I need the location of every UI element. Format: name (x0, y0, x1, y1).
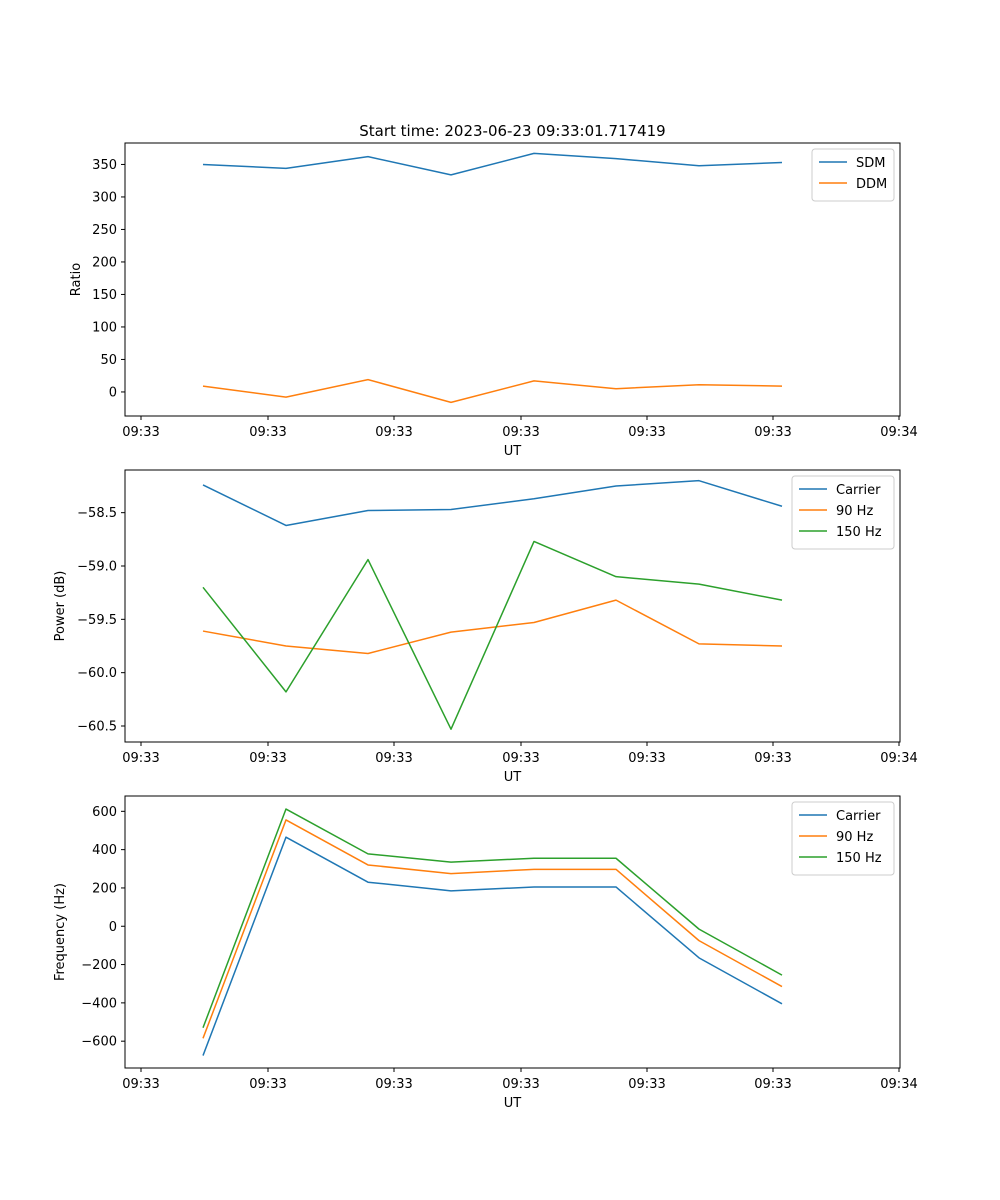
x-tick-label: 09:33 (122, 425, 159, 440)
series-line-150-hz (202, 540, 783, 730)
x-tick-label: 09:33 (754, 751, 791, 766)
y-tick-label: −600 (81, 1035, 117, 1050)
y-tick-label: 0 (109, 385, 117, 400)
series-line-90-hz (202, 819, 783, 1039)
legend-entry-label: 90 Hz (836, 504, 873, 519)
figure-title: Start time: 2023-06-23 09:33:01.717419 (359, 122, 665, 140)
series-line-150-hz (202, 808, 783, 1029)
x-tick-label: 09:33 (754, 425, 791, 440)
x-tick-label: 09:34 (880, 425, 917, 440)
y-tick-label: 250 (92, 223, 117, 238)
y-tick-label: 50 (100, 353, 117, 368)
x-tick-label: 09:33 (628, 425, 665, 440)
legend: Carrier 90 Hz 150 Hz (791, 801, 895, 876)
x-tick-label: 09:33 (249, 1077, 286, 1092)
x-axis-label: UT (504, 1096, 522, 1111)
chart-panel-2: 09:33 09:33 09:33 09:33 09:33 09:33 09:34 −60.5… (53, 469, 918, 785)
x-tick-label: 09:33 (375, 425, 412, 440)
x-tick-label: 09:33 (122, 751, 159, 766)
series-line-ddm (202, 378, 783, 404)
y-tick-label: −59.0 (77, 560, 117, 575)
axes-frame (124, 142, 901, 417)
plots-container: 09:33 09:33 09:33 09:33 09:33 09:33 09:34 0 50 10… (53, 142, 918, 1111)
y-tick-label: 100 (92, 320, 117, 335)
legend-entry-label: 150 Hz (836, 851, 882, 866)
legend-entry-label: SDM (856, 156, 885, 171)
y-tick-label: 200 (92, 255, 117, 270)
series-line-90-hz (202, 599, 783, 655)
series-line-carrier (202, 836, 783, 1056)
y-tick-label: 200 (92, 881, 117, 896)
legend: Carrier 90 Hz 150 Hz (791, 475, 895, 550)
y-axis-label: Ratio (69, 263, 84, 296)
x-tick-label: 09:33 (754, 1077, 791, 1092)
y-tick-label: 400 (92, 843, 117, 858)
x-tick-label: 09:33 (502, 1077, 539, 1092)
y-tick-label: 150 (92, 288, 117, 303)
y-tick-label: 600 (92, 805, 117, 820)
x-tick-label: 09:33 (502, 425, 539, 440)
series-line-sdm (202, 152, 783, 176)
legend-entry-label: 90 Hz (836, 830, 873, 845)
y-tick-label: −59.5 (77, 613, 117, 628)
chart-panel-1: 09:33 09:33 09:33 09:33 09:33 09:33 09:34 0 50 10… (69, 142, 918, 459)
axes-frame (124, 469, 901, 743)
y-tick-label: 300 (92, 190, 117, 205)
x-axis-label: UT (504, 770, 522, 785)
legend-entry-label: Carrier (836, 483, 881, 498)
legend-entry-label: Carrier (836, 809, 881, 824)
axes-frame (124, 795, 901, 1069)
x-tick-label: 09:33 (628, 751, 665, 766)
x-tick-label: 09:33 (502, 751, 539, 766)
legend-entry-label: 150 Hz (836, 525, 882, 540)
y-axis-label: Frequency (Hz) (53, 883, 68, 981)
series-line-carrier (202, 479, 783, 527)
legend-entry-label: DDM (856, 177, 887, 192)
y-tick-label: −60.0 (77, 666, 117, 681)
x-tick-label: 09:33 (249, 425, 286, 440)
x-tick-label: 09:34 (880, 751, 917, 766)
y-tick-label: 350 (92, 158, 117, 173)
x-tick-label: 09:33 (628, 1077, 665, 1092)
x-tick-label: 09:33 (249, 751, 286, 766)
x-tick-label: 09:33 (375, 1077, 412, 1092)
x-tick-label: 09:34 (880, 1077, 917, 1092)
legend: SDM DDM (811, 148, 895, 202)
y-tick-label: −200 (81, 958, 117, 973)
chart-panel-3: 09:33 09:33 09:33 09:33 09:33 09:33 09:34 −600 −… (53, 795, 918, 1111)
y-tick-label: −400 (81, 996, 117, 1011)
x-tick-label: 09:33 (122, 1077, 159, 1092)
x-axis-label: UT (504, 444, 522, 459)
y-tick-label: −60.5 (77, 720, 117, 735)
y-axis-label: Power (dB) (53, 571, 68, 642)
y-tick-label: 0 (109, 920, 117, 935)
y-tick-label: −58.5 (77, 506, 117, 521)
x-tick-label: 09:33 (375, 751, 412, 766)
